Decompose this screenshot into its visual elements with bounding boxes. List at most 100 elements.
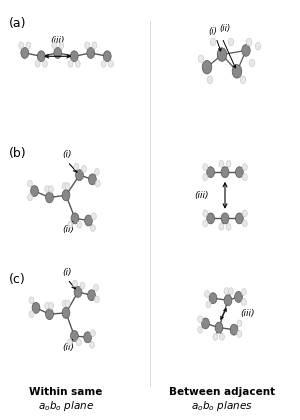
Circle shape bbox=[85, 215, 92, 226]
Circle shape bbox=[242, 45, 250, 56]
Circle shape bbox=[206, 301, 211, 308]
Circle shape bbox=[230, 324, 238, 335]
Circle shape bbox=[46, 192, 53, 203]
Circle shape bbox=[54, 47, 62, 58]
Circle shape bbox=[91, 225, 95, 231]
Circle shape bbox=[73, 280, 77, 287]
Circle shape bbox=[90, 341, 94, 348]
Circle shape bbox=[59, 42, 64, 49]
Circle shape bbox=[224, 295, 232, 306]
Circle shape bbox=[242, 164, 247, 171]
Text: (i): (i) bbox=[62, 150, 71, 160]
Circle shape bbox=[71, 213, 79, 224]
Circle shape bbox=[221, 167, 229, 178]
Text: (b): (b) bbox=[9, 147, 27, 160]
Circle shape bbox=[68, 221, 73, 228]
Circle shape bbox=[70, 51, 78, 62]
Circle shape bbox=[70, 331, 78, 341]
Circle shape bbox=[43, 60, 47, 67]
Circle shape bbox=[91, 330, 95, 336]
Circle shape bbox=[246, 38, 252, 46]
Circle shape bbox=[35, 60, 40, 67]
Circle shape bbox=[255, 42, 261, 50]
Circle shape bbox=[235, 291, 242, 302]
Circle shape bbox=[37, 51, 45, 62]
Circle shape bbox=[209, 293, 217, 304]
Circle shape bbox=[198, 316, 203, 323]
Circle shape bbox=[202, 60, 212, 74]
Circle shape bbox=[219, 223, 224, 230]
Circle shape bbox=[85, 42, 90, 49]
Circle shape bbox=[220, 333, 224, 340]
Circle shape bbox=[31, 186, 38, 197]
Circle shape bbox=[236, 213, 243, 224]
Circle shape bbox=[215, 322, 223, 333]
Circle shape bbox=[242, 299, 246, 305]
Circle shape bbox=[77, 221, 82, 228]
Text: Between adjacent: Between adjacent bbox=[169, 387, 275, 397]
Circle shape bbox=[68, 60, 73, 67]
Circle shape bbox=[219, 160, 224, 167]
Circle shape bbox=[221, 213, 229, 224]
Circle shape bbox=[68, 339, 72, 346]
Circle shape bbox=[46, 309, 53, 320]
Circle shape bbox=[95, 180, 100, 187]
Circle shape bbox=[249, 59, 255, 67]
Text: Within same: Within same bbox=[29, 387, 103, 397]
Circle shape bbox=[226, 223, 231, 230]
Circle shape bbox=[82, 165, 86, 172]
Circle shape bbox=[236, 167, 243, 178]
Circle shape bbox=[240, 76, 246, 84]
Text: (i): (i) bbox=[62, 268, 71, 277]
Circle shape bbox=[65, 183, 70, 189]
Circle shape bbox=[210, 38, 216, 46]
Circle shape bbox=[65, 300, 70, 307]
Circle shape bbox=[76, 170, 83, 181]
Circle shape bbox=[242, 174, 247, 181]
Circle shape bbox=[237, 320, 242, 327]
Text: $a_o b_o$ plane: $a_o b_o$ plane bbox=[38, 399, 94, 413]
Circle shape bbox=[226, 160, 231, 167]
Circle shape bbox=[21, 47, 28, 58]
Circle shape bbox=[207, 213, 214, 224]
Circle shape bbox=[217, 48, 227, 61]
Circle shape bbox=[198, 326, 203, 333]
Circle shape bbox=[87, 47, 95, 58]
Circle shape bbox=[203, 220, 208, 227]
Text: (ii): (ii) bbox=[62, 225, 74, 234]
Circle shape bbox=[45, 302, 50, 309]
Circle shape bbox=[29, 311, 34, 318]
Circle shape bbox=[203, 210, 208, 217]
Circle shape bbox=[28, 194, 32, 201]
Circle shape bbox=[62, 300, 67, 307]
Circle shape bbox=[94, 284, 98, 291]
Text: (i): (i) bbox=[208, 26, 217, 36]
Circle shape bbox=[74, 163, 79, 170]
Circle shape bbox=[52, 42, 57, 49]
Text: (a): (a) bbox=[9, 17, 26, 30]
Text: $a_o b_o$ planes: $a_o b_o$ planes bbox=[191, 399, 253, 413]
Circle shape bbox=[242, 289, 246, 295]
Circle shape bbox=[76, 60, 80, 67]
Text: (ii): (ii) bbox=[219, 24, 231, 34]
Circle shape bbox=[207, 76, 213, 84]
Circle shape bbox=[237, 331, 242, 337]
Text: (c): (c) bbox=[9, 273, 26, 286]
Circle shape bbox=[74, 286, 82, 297]
Text: (iii): (iii) bbox=[50, 36, 65, 45]
Circle shape bbox=[232, 65, 242, 78]
Text: (iii): (iii) bbox=[194, 191, 208, 200]
Circle shape bbox=[92, 42, 97, 49]
Circle shape bbox=[242, 220, 247, 227]
Circle shape bbox=[32, 302, 40, 313]
Text: (ii): (ii) bbox=[62, 343, 74, 352]
Circle shape bbox=[19, 42, 23, 49]
Circle shape bbox=[101, 60, 106, 67]
Circle shape bbox=[49, 186, 53, 192]
Circle shape bbox=[49, 302, 53, 309]
Circle shape bbox=[228, 38, 234, 46]
Circle shape bbox=[103, 51, 111, 62]
Circle shape bbox=[76, 339, 81, 346]
Circle shape bbox=[84, 332, 92, 343]
Circle shape bbox=[224, 288, 229, 294]
